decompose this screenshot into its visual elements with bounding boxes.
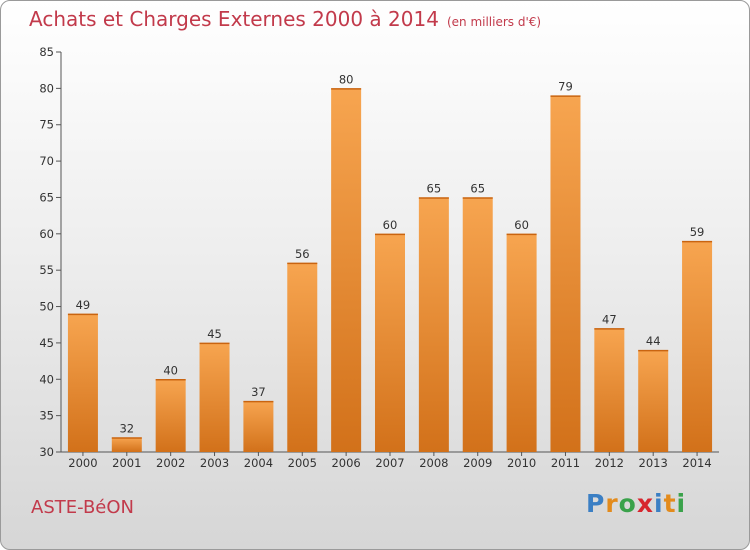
x-tick-label: 2003: [200, 456, 229, 470]
bar-value-label: 32: [119, 421, 134, 435]
logo-letter: t: [663, 489, 677, 518]
logo-letter: x: [636, 489, 654, 518]
bar-value-label: 40: [163, 363, 178, 377]
bar: [199, 342, 230, 452]
bar: [331, 88, 362, 452]
x-tick-label: 2012: [595, 456, 624, 470]
logo-letter: o: [618, 489, 637, 518]
bar-value-label: 80: [339, 72, 354, 86]
bar-value-label: 44: [646, 334, 661, 348]
y-tick-label: 75: [39, 118, 54, 132]
y-tick-label: 85: [39, 45, 54, 59]
bar-value-label: 65: [470, 181, 485, 195]
x-tick-label: 2004: [244, 456, 273, 470]
bar-value-label: 65: [427, 181, 442, 195]
bar: [67, 313, 98, 452]
proxiti-logo: Proxiti: [586, 489, 686, 518]
logo-letter: r: [605, 489, 619, 518]
y-tick-label: 40: [39, 372, 54, 386]
bar: [506, 233, 537, 452]
bar: [638, 350, 669, 452]
plot-area: 30 35 40 45 50 55 60 65 70 75 80 85 49 2000 32 2001 40 20…: [39, 45, 719, 470]
y-tick-label: 60: [39, 227, 54, 241]
y-tick-label: 45: [39, 336, 54, 350]
chart-title: Achats et Charges Externes 2000 à 2014 (e…: [29, 7, 541, 31]
logo-letter: i: [654, 489, 664, 518]
bar-value-label: 49: [76, 298, 91, 312]
x-tick-label: 2002: [156, 456, 185, 470]
bar-value-label: 47: [602, 312, 617, 326]
x-tick-label: 2010: [507, 456, 536, 470]
x-tick-label: 2001: [112, 456, 141, 470]
x-tick-label: 2011: [551, 456, 580, 470]
logo-letter: i: [676, 489, 687, 518]
bar-value-label: 56: [295, 247, 310, 261]
bar-value-label: 59: [690, 225, 705, 239]
y-tick-label: 65: [39, 190, 54, 204]
x-tick-label: 2014: [682, 456, 711, 470]
logo-letter: P: [586, 489, 606, 518]
x-tick-label: 2005: [288, 456, 317, 470]
y-tick-label: 30: [39, 445, 54, 459]
x-tick-label: 2013: [639, 456, 668, 470]
bar: [111, 437, 142, 452]
bar: [462, 197, 493, 452]
commune-name: ASTE-BéON: [31, 497, 135, 518]
y-tick-label: 50: [39, 300, 54, 314]
bar-value-label: 79: [558, 80, 573, 94]
x-tick-label: 2009: [463, 456, 492, 470]
chart-subtitle: (en milliers d'€): [446, 15, 542, 29]
bar: [287, 262, 318, 452]
x-tick-label: 2000: [68, 456, 97, 470]
bar-value-label: 37: [251, 385, 266, 399]
bar: [594, 328, 625, 452]
bar-value-label: 60: [514, 218, 529, 232]
x-tick-label: 2006: [331, 456, 360, 470]
y-tick-label: 80: [39, 81, 54, 95]
bar: [682, 241, 713, 452]
x-tick-label: 2008: [419, 456, 448, 470]
bar: [418, 197, 449, 452]
x-tick-label: 2007: [375, 456, 404, 470]
bar-value-label: 60: [383, 218, 398, 232]
title-text: Achats et Charges Externes 2000 à 2014: [29, 7, 439, 31]
bar-value-label: 45: [207, 327, 222, 341]
bar: [375, 233, 405, 452]
bar: [155, 379, 186, 452]
y-tick-label: 70: [39, 154, 54, 168]
bar: [550, 95, 581, 453]
bar: [243, 401, 274, 452]
y-tick-label: 55: [39, 263, 54, 277]
y-tick-label: 35: [39, 409, 54, 423]
